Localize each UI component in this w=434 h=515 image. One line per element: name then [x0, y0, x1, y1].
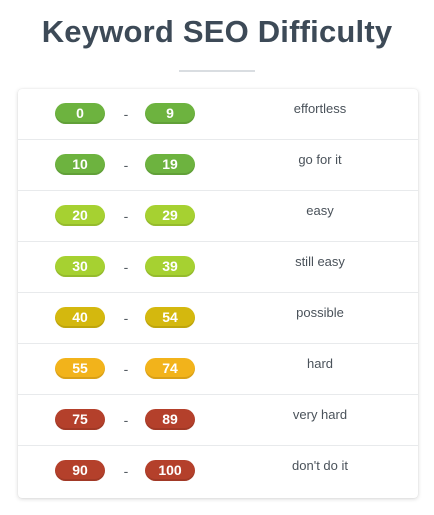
difficulty-label: don't do it — [292, 458, 348, 473]
difficulty-label: still easy — [295, 254, 345, 269]
page-title: Keyword SEO Difficulty — [41, 14, 393, 49]
difficulty-label: easy — [306, 203, 334, 218]
range-max-badge: 39 — [145, 256, 195, 277]
difficulty-label: possible — [296, 305, 344, 320]
range-separator: - — [123, 157, 129, 173]
table-row: 75 - 89 very hard — [18, 395, 418, 446]
range-min-badge: 30 — [55, 256, 105, 277]
table-row: 55 - 74 hard — [18, 344, 418, 395]
range-min-badge: 0 — [55, 103, 105, 124]
range-min-badge: 55 — [55, 358, 105, 379]
range-min-badge: 75 — [55, 409, 105, 430]
range-max-badge: 29 — [145, 205, 195, 226]
range-min-badge: 20 — [55, 205, 105, 226]
title-divider — [179, 70, 255, 72]
table-row: 40 - 54 possible — [18, 293, 418, 344]
range-min-badge: 90 — [55, 460, 105, 481]
table-row: 90 - 100 don't do it — [18, 446, 418, 498]
difficulty-label: effortless — [293, 101, 347, 116]
table-row: 10 - 19 go for it — [18, 140, 418, 191]
range-max-badge: 19 — [145, 154, 195, 175]
difficulty-label: very hard — [292, 407, 348, 422]
range-separator: - — [123, 310, 129, 326]
range-max-badge: 54 — [145, 307, 195, 328]
table-row: 30 - 39 still easy — [18, 242, 418, 293]
range-separator: - — [123, 208, 129, 224]
difficulty-label: go for it — [298, 152, 342, 167]
range-max-badge: 100 — [145, 460, 195, 481]
range-max-badge: 89 — [145, 409, 195, 430]
difficulty-table: 0 - 9 effortless 10 - 19 go for it 20 - … — [18, 89, 418, 498]
range-separator: - — [123, 361, 129, 377]
difficulty-label: hard — [306, 356, 334, 371]
range-separator: - — [123, 463, 129, 479]
range-min-badge: 40 — [55, 307, 105, 328]
range-min-badge: 10 — [55, 154, 105, 175]
range-separator: - — [123, 106, 129, 122]
range-max-badge: 74 — [145, 358, 195, 379]
table-row: 20 - 29 easy — [18, 191, 418, 242]
table-row: 0 - 9 effortless — [18, 89, 418, 140]
range-separator: - — [123, 412, 129, 428]
range-separator: - — [123, 259, 129, 275]
range-max-badge: 9 — [145, 103, 195, 124]
